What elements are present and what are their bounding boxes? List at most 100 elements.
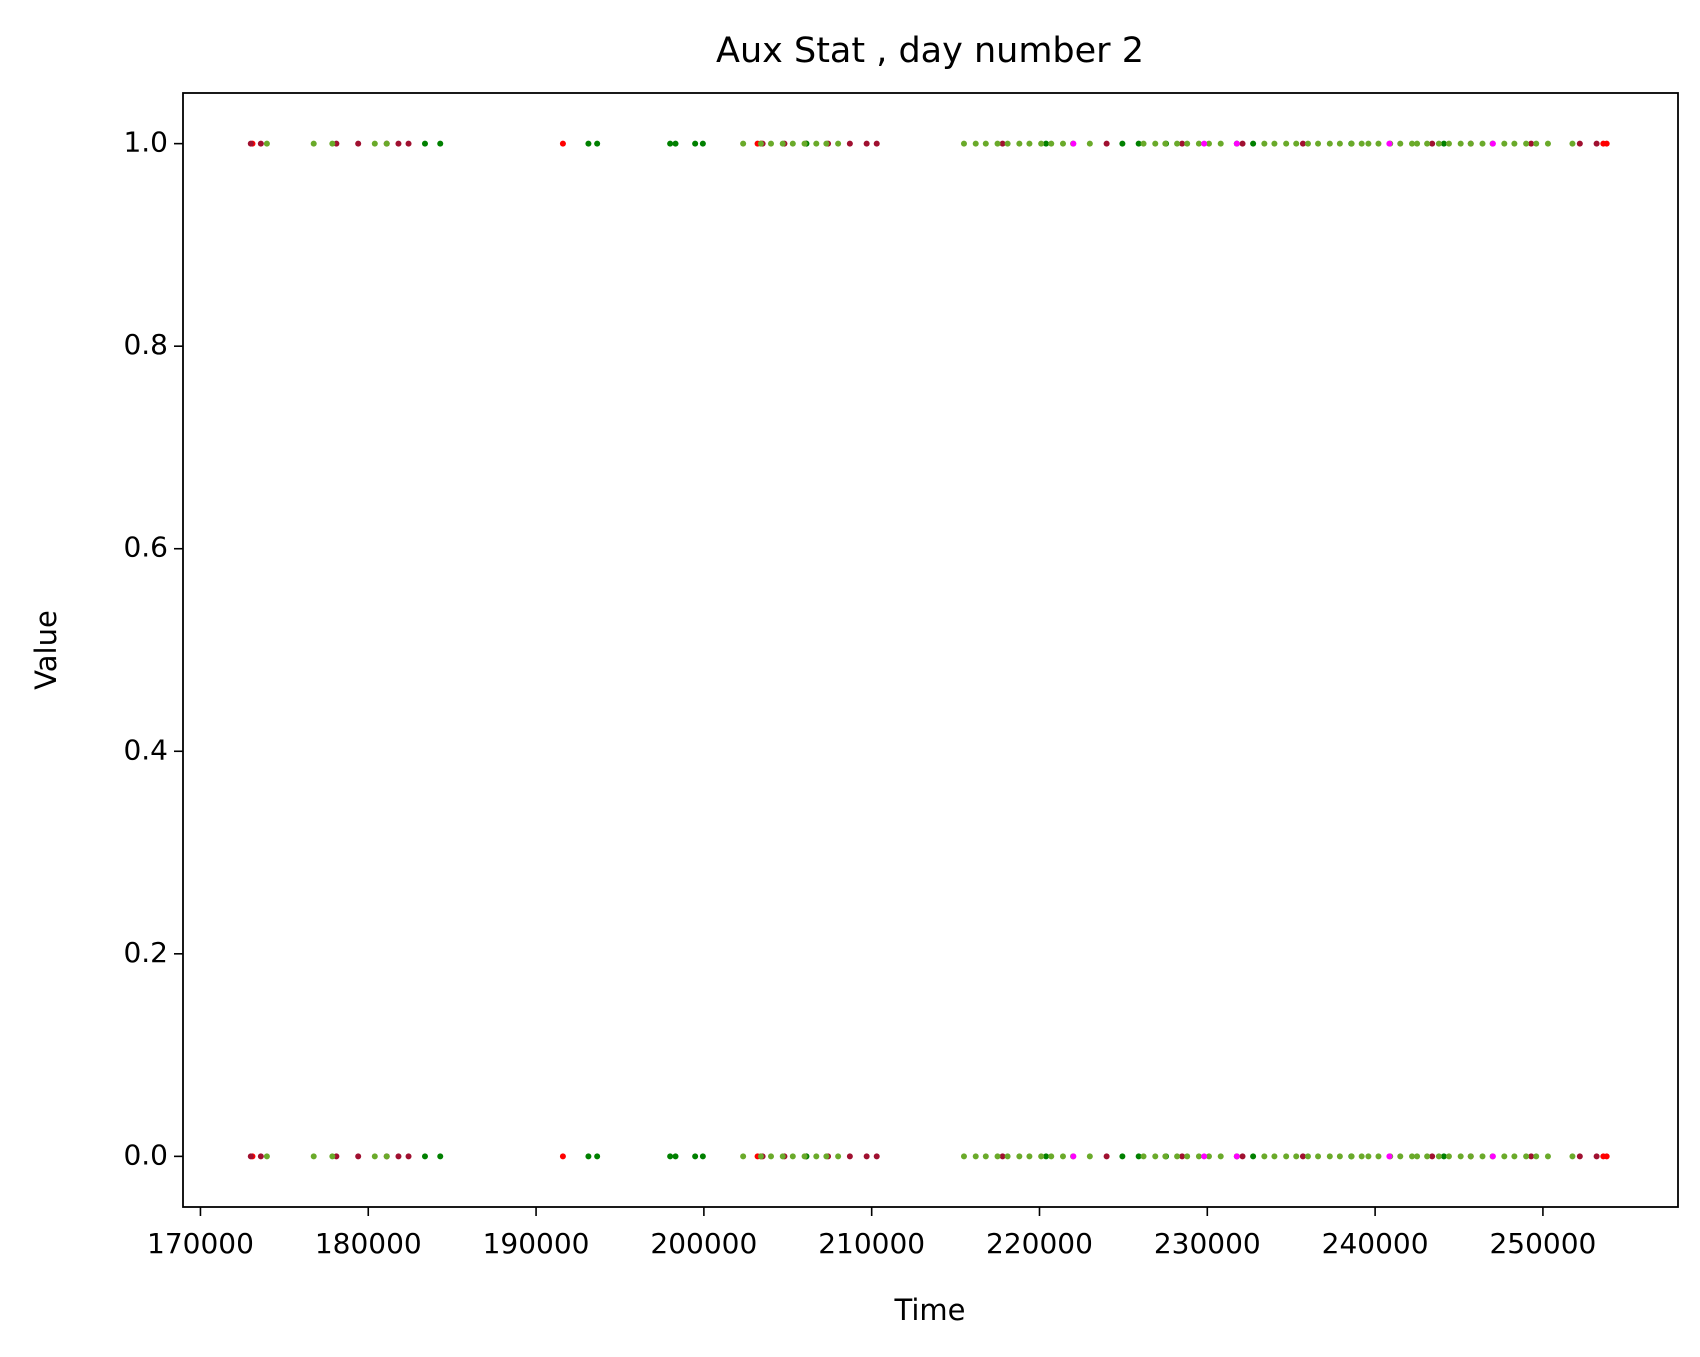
x-tick-label: 230000 xyxy=(1154,1227,1261,1260)
point xyxy=(1140,140,1147,147)
point xyxy=(1593,1153,1600,1160)
point xyxy=(1336,140,1343,147)
point xyxy=(257,140,264,147)
point xyxy=(1152,140,1159,147)
point xyxy=(1569,1153,1576,1160)
y-tick-label: 0.2 xyxy=(123,936,168,969)
point xyxy=(1479,1153,1486,1160)
chart-title: Aux Stat , day number 2 xyxy=(716,31,1144,71)
point xyxy=(559,1153,566,1160)
point xyxy=(1179,1153,1186,1160)
point xyxy=(667,140,674,147)
point xyxy=(757,140,764,147)
point xyxy=(1103,1153,1110,1160)
point xyxy=(1205,140,1212,147)
point xyxy=(779,140,786,147)
point xyxy=(1358,140,1365,147)
point xyxy=(813,140,820,147)
point xyxy=(1038,1153,1045,1160)
point xyxy=(1016,1153,1023,1160)
point xyxy=(1261,1153,1268,1160)
point xyxy=(1533,140,1540,147)
point xyxy=(1293,1153,1300,1160)
x-tick-label: 190000 xyxy=(483,1227,590,1260)
point xyxy=(1184,1153,1191,1160)
x-tick-label: 220000 xyxy=(986,1227,1093,1260)
point xyxy=(692,1153,699,1160)
point xyxy=(421,1153,428,1160)
point xyxy=(1070,140,1077,147)
y-tick-label: 1.0 xyxy=(123,126,168,159)
point xyxy=(371,140,378,147)
point xyxy=(1086,1153,1093,1160)
point xyxy=(994,1153,1001,1160)
point xyxy=(873,140,880,147)
point xyxy=(873,1153,880,1160)
point xyxy=(999,1153,1006,1160)
point xyxy=(1261,140,1268,147)
point xyxy=(692,140,699,147)
point xyxy=(1233,140,1240,147)
point xyxy=(1304,1153,1311,1160)
x-tick-label: 210000 xyxy=(818,1227,925,1260)
point xyxy=(1048,1153,1055,1160)
point xyxy=(767,1153,774,1160)
point xyxy=(823,140,830,147)
point xyxy=(1195,1153,1202,1160)
point xyxy=(1304,140,1311,147)
point xyxy=(1004,140,1011,147)
point xyxy=(757,1153,764,1160)
point xyxy=(1326,140,1333,147)
point xyxy=(960,1153,967,1160)
point xyxy=(1239,1153,1246,1160)
point xyxy=(1299,1153,1306,1160)
point xyxy=(395,140,402,147)
point xyxy=(585,1153,592,1160)
point xyxy=(1048,140,1055,147)
point xyxy=(1201,140,1208,147)
point xyxy=(863,140,870,147)
x-tick-label: 250000 xyxy=(1489,1227,1596,1260)
y-tick-label: 0.8 xyxy=(123,328,168,361)
point xyxy=(863,1153,870,1160)
point xyxy=(1201,1153,1208,1160)
point xyxy=(1414,1153,1421,1160)
point xyxy=(1365,140,1372,147)
point xyxy=(1026,1153,1033,1160)
point xyxy=(383,140,390,147)
point xyxy=(1059,1153,1066,1160)
point xyxy=(1576,140,1583,147)
point xyxy=(1016,140,1023,147)
point xyxy=(1086,140,1093,147)
point xyxy=(1070,1153,1077,1160)
point xyxy=(1315,1153,1322,1160)
point xyxy=(1195,140,1202,147)
point xyxy=(1569,140,1576,147)
y-axis-label: Value xyxy=(29,610,63,690)
point xyxy=(740,1153,747,1160)
point xyxy=(1386,1153,1393,1160)
point xyxy=(310,140,317,147)
point xyxy=(982,140,989,147)
point xyxy=(1593,140,1600,147)
point xyxy=(1479,140,1486,147)
point xyxy=(1533,1153,1540,1160)
point xyxy=(1440,1153,1447,1160)
point xyxy=(594,140,601,147)
point xyxy=(355,140,362,147)
point xyxy=(329,140,336,147)
axes-frame xyxy=(182,92,1679,1208)
y-tick-label: 0.4 xyxy=(123,733,168,766)
point xyxy=(585,140,592,147)
point xyxy=(247,1153,254,1160)
y-tick-label: 0.6 xyxy=(123,531,168,564)
point xyxy=(1445,140,1452,147)
point xyxy=(672,140,679,147)
point xyxy=(672,1153,679,1160)
point xyxy=(1348,140,1355,147)
point xyxy=(1523,140,1530,147)
point xyxy=(1544,1153,1551,1160)
point xyxy=(329,1153,336,1160)
point xyxy=(247,140,254,147)
point xyxy=(1397,1153,1404,1160)
